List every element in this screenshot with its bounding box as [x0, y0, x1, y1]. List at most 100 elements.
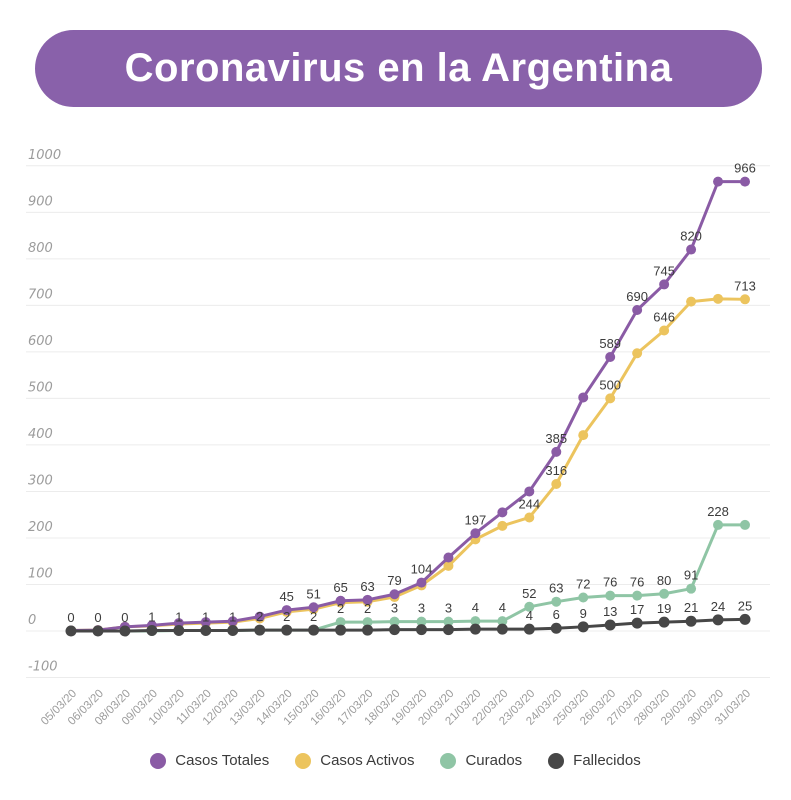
- value-label-fallecidos-18-03-20: 3: [391, 601, 398, 616]
- dot-curados-29-03-20[interactable]: [686, 583, 697, 594]
- dot-curados-31-03-20[interactable]: [740, 519, 750, 530]
- value-label-curados-26-03-20: 76: [603, 575, 617, 590]
- dot-curados-20-03-20[interactable]: [443, 616, 454, 627]
- dot-casos-totales-21-03-20[interactable]: [470, 528, 481, 539]
- legend-item-casos-activos[interactable]: Casos Activos: [295, 752, 414, 769]
- dot-fallecidos-06-03-20[interactable]: [92, 625, 104, 637]
- dot-casos-activos-26-03-20[interactable]: [605, 393, 616, 404]
- dot-curados-30-03-20[interactable]: [713, 519, 724, 530]
- dot-casos-activos-22-03-20[interactable]: [497, 520, 508, 531]
- value-label-casos-totales-31-03-20: 966: [734, 161, 756, 176]
- y-axis-label-100: 100: [28, 566, 53, 581]
- value-label-fallecidos-11-03-20: 1: [202, 610, 209, 625]
- legend-item-casos-totales[interactable]: Casos Totales: [150, 752, 269, 769]
- dot-fallecidos-20-03-20[interactable]: [442, 624, 454, 636]
- dot-fallecidos-24-03-20[interactable]: [550, 622, 562, 634]
- dot-casos-totales-11-03-20[interactable]: [200, 617, 211, 628]
- value-label-casos-totales-27-03-20: 690: [626, 289, 648, 304]
- dot-curados-18-03-20[interactable]: [389, 616, 400, 627]
- dot-casos-totales-13-03-20[interactable]: [254, 611, 265, 622]
- value-label-fallecidos-25-03-20: 9: [580, 606, 587, 621]
- dot-casos-activos-29-03-20[interactable]: [686, 296, 697, 307]
- dot-fallecidos-18-03-20[interactable]: [389, 624, 401, 636]
- dot-casos-totales-25-03-20[interactable]: [578, 392, 589, 403]
- value-label-casos-activos-26-03-20: 500: [599, 377, 621, 392]
- dot-casos-totales-29-03-20[interactable]: [686, 244, 697, 255]
- dot-curados-19-03-20[interactable]: [416, 616, 427, 627]
- dot-casos-totales-23-03-20[interactable]: [524, 486, 535, 497]
- dot-fallecidos-08-03-20[interactable]: [119, 625, 131, 637]
- dot-casos-totales-20-03-20[interactable]: [443, 552, 454, 563]
- legend-label-curados: Curados: [465, 752, 523, 769]
- dot-casos-totales-16-03-20[interactable]: [335, 595, 346, 606]
- value-label-casos-activos-31-03-20: 713: [734, 278, 756, 293]
- dot-casos-activos-28-03-20[interactable]: [659, 325, 670, 336]
- dot-casos-totales-18-03-20[interactable]: [389, 589, 400, 600]
- dot-fallecidos-28-03-20[interactable]: [658, 616, 670, 628]
- legend-item-curados[interactable]: Curados: [440, 752, 522, 769]
- dot-fallecidos-27-03-20[interactable]: [631, 617, 643, 629]
- dot-fallecidos-05-03-20[interactable]: [65, 625, 77, 637]
- dot-casos-totales-14-03-20[interactable]: [281, 605, 292, 616]
- dot-casos-totales-31-03-20[interactable]: [740, 176, 750, 187]
- legend-item-fallecidos[interactable]: Fallecidos: [548, 752, 641, 769]
- dot-fallecidos-12-03-20[interactable]: [227, 625, 239, 637]
- dot-fallecidos-25-03-20[interactable]: [577, 621, 589, 633]
- value-label-fallecidos-27-03-20: 17: [630, 602, 644, 617]
- dot-fallecidos-14-03-20[interactable]: [281, 624, 293, 636]
- dot-fallecidos-30-03-20[interactable]: [712, 614, 724, 626]
- dot-casos-totales-30-03-20[interactable]: [713, 176, 724, 187]
- dot-curados-28-03-20[interactable]: [659, 588, 670, 599]
- dot-curados-16-03-20[interactable]: [335, 617, 346, 628]
- dot-fallecidos-21-03-20[interactable]: [469, 623, 481, 635]
- dot-fallecidos-13-03-20[interactable]: [254, 624, 266, 636]
- dot-fallecidos-26-03-20[interactable]: [604, 619, 616, 631]
- dot-fallecidos-09-03-20[interactable]: [146, 625, 158, 637]
- dot-fallecidos-11-03-20[interactable]: [200, 625, 212, 637]
- dot-casos-activos-24-03-20[interactable]: [551, 478, 562, 489]
- dot-fallecidos-15-03-20[interactable]: [308, 624, 320, 636]
- dot-casos-totales-15-03-20[interactable]: [308, 602, 319, 613]
- dot-casos-activos-31-03-20[interactable]: [740, 294, 750, 305]
- chart-legend: Casos Totales Casos Activos Curados Fall…: [0, 752, 791, 769]
- dot-fallecidos-17-03-20[interactable]: [362, 624, 374, 636]
- dot-curados-26-03-20[interactable]: [605, 590, 616, 601]
- dot-casos-activos-30-03-20[interactable]: [713, 293, 724, 304]
- dot-fallecidos-19-03-20[interactable]: [415, 624, 427, 636]
- dot-casos-totales-10-03-20[interactable]: [173, 618, 184, 629]
- value-label-casos-totales-28-03-20: 745: [653, 263, 675, 278]
- y-axis-label-300: 300: [28, 473, 53, 488]
- dot-casos-totales-26-03-20[interactable]: [605, 351, 616, 362]
- value-label-casos-totales-18-03-20: 79: [387, 573, 401, 588]
- dot-curados-25-03-20[interactable]: [578, 592, 589, 603]
- series-casos-totales: [66, 176, 750, 636]
- dot-casos-totales-17-03-20[interactable]: [362, 594, 373, 605]
- dot-fallecidos-10-03-20[interactable]: [173, 625, 185, 637]
- value-label-fallecidos-16-03-20: 2: [337, 601, 344, 616]
- dot-casos-totales-28-03-20[interactable]: [659, 279, 670, 290]
- value-label-curados-29-03-20: 91: [684, 568, 698, 583]
- legend-label-fallecidos: Fallecidos: [573, 752, 641, 769]
- dot-casos-activos-25-03-20[interactable]: [578, 430, 589, 441]
- dot-fallecidos-29-03-20[interactable]: [685, 615, 697, 627]
- dot-fallecidos-22-03-20[interactable]: [496, 623, 508, 635]
- dot-fallecidos-16-03-20[interactable]: [335, 624, 347, 636]
- dot-curados-27-03-20[interactable]: [632, 590, 643, 601]
- dot-curados-21-03-20[interactable]: [470, 616, 481, 627]
- value-label-casos-totales-19-03-20: 104: [411, 562, 433, 577]
- dot-casos-activos-20-03-20[interactable]: [443, 560, 454, 571]
- dot-fallecidos-31-03-20[interactable]: [739, 613, 751, 625]
- dot-casos-totales-22-03-20[interactable]: [497, 507, 508, 518]
- dot-casos-totales-27-03-20[interactable]: [632, 305, 643, 316]
- dot-casos-totales-19-03-20[interactable]: [416, 577, 427, 588]
- dot-curados-24-03-20[interactable]: [551, 596, 562, 607]
- dot-curados-17-03-20[interactable]: [362, 617, 373, 628]
- dot-casos-totales-12-03-20[interactable]: [227, 616, 238, 627]
- dot-curados-23-03-20[interactable]: [524, 601, 535, 612]
- dot-curados-22-03-20[interactable]: [497, 616, 508, 627]
- dot-fallecidos-23-03-20[interactable]: [523, 623, 535, 635]
- dot-casos-activos-23-03-20[interactable]: [524, 512, 535, 523]
- dot-casos-totales-24-03-20[interactable]: [551, 446, 562, 457]
- dot-casos-activos-27-03-20[interactable]: [632, 348, 643, 359]
